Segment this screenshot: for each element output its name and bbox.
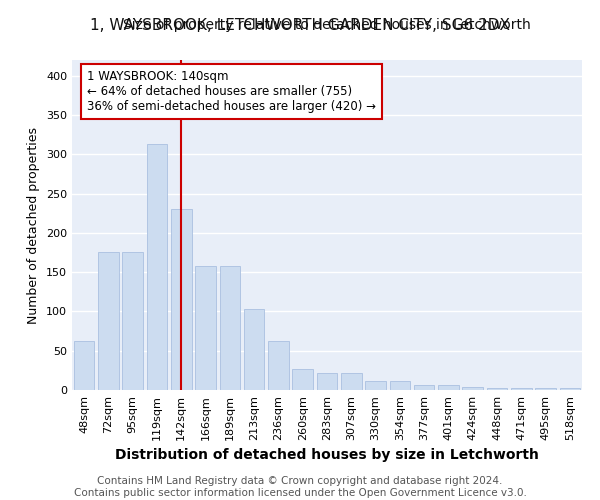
Bar	[438, 384, 459, 390]
Bar	[220, 266, 240, 390]
Bar	[365, 382, 386, 390]
Bar	[146, 144, 167, 390]
Bar	[560, 388, 580, 390]
Bar	[535, 388, 556, 390]
Bar	[292, 369, 313, 390]
Bar	[244, 309, 265, 390]
Title: Size of property relative to detached houses in Letchworth: Size of property relative to detached ho…	[123, 18, 531, 32]
Bar	[511, 388, 532, 390]
Bar	[487, 388, 508, 390]
Bar	[98, 252, 119, 390]
X-axis label: Distribution of detached houses by size in Letchworth: Distribution of detached houses by size …	[115, 448, 539, 462]
Bar	[74, 340, 94, 390]
Text: 1 WAYSBROOK: 140sqm
← 64% of detached houses are smaller (755)
36% of semi-detac: 1 WAYSBROOK: 140sqm ← 64% of detached ho…	[88, 70, 376, 113]
Bar	[317, 372, 337, 390]
Bar	[268, 342, 289, 390]
Bar	[463, 387, 483, 390]
Text: Contains HM Land Registry data © Crown copyright and database right 2024.
Contai: Contains HM Land Registry data © Crown c…	[74, 476, 526, 498]
Bar	[389, 382, 410, 390]
Bar	[414, 384, 434, 390]
Bar	[195, 266, 216, 390]
Bar	[341, 372, 362, 390]
Bar	[171, 210, 191, 390]
Y-axis label: Number of detached properties: Number of detached properties	[28, 126, 40, 324]
Text: 1, WAYSBROOK, LETCHWORTH GARDEN CITY, SG6 2DX: 1, WAYSBROOK, LETCHWORTH GARDEN CITY, SG…	[90, 18, 510, 32]
Bar	[122, 252, 143, 390]
